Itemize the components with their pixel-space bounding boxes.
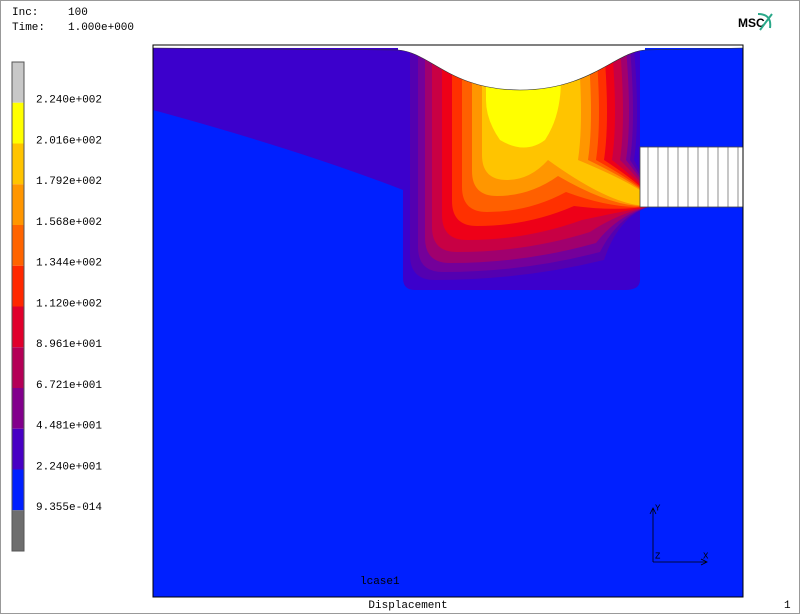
legend-swatch <box>12 388 24 429</box>
page-number: 1 <box>784 600 791 612</box>
legend-swatch <box>12 347 24 388</box>
legend-label: 2.240e+001 <box>36 461 102 473</box>
result-title: Displacement <box>368 600 447 612</box>
plot-frame <box>152 44 744 598</box>
logo: MSC <box>738 13 773 31</box>
legend: 2.240e+002 2.016e+002 1.792e+002 1.568e+002… <box>11 61 102 552</box>
legend-swatch <box>12 306 24 348</box>
legend-swatch <box>12 62 24 103</box>
deformed-boundary <box>398 44 645 90</box>
logo-text: MSC <box>738 16 765 30</box>
inc-value: 100 <box>68 7 88 19</box>
time-value: 1.000e+000 <box>68 22 134 34</box>
triad-y: Y <box>655 503 661 513</box>
triad-z: Z <box>655 551 661 561</box>
legend-border <box>11 61 25 552</box>
triad-axes <box>649 507 708 566</box>
legend-label: 8.961e+001 <box>36 339 102 351</box>
lcase-label: lcase1 <box>360 576 400 588</box>
legend-label: 2.240e+002 <box>36 95 102 107</box>
contact-strip <box>639 146 744 208</box>
triad-x: X <box>703 551 709 561</box>
legend-label: 9.355e-014 <box>36 502 102 514</box>
time-label: Time: <box>12 22 45 34</box>
legend-label: 1.568e+002 <box>36 217 102 229</box>
legend-swatch <box>12 469 24 511</box>
legend-label: 6.721e+001 <box>36 380 102 392</box>
legend-label: 2.016e+002 <box>36 135 102 147</box>
legend-label: 1.792e+002 <box>36 176 102 188</box>
legend-swatch <box>12 428 24 470</box>
legend-swatch <box>12 184 24 225</box>
legend-label: 1.344e+002 <box>36 258 102 270</box>
boundary-line <box>152 47 744 91</box>
legend-swatch <box>12 143 24 185</box>
legend-swatch <box>12 510 24 551</box>
legend-label: 1.120e+002 <box>36 298 102 310</box>
inc-label: Inc: <box>12 7 38 19</box>
axis-triad: Y X Z <box>649 503 709 566</box>
legend-swatch <box>12 225 24 266</box>
logo-mark <box>757 13 773 31</box>
legend-swatch <box>12 265 24 307</box>
legend-swatch <box>12 102 24 144</box>
plot-area <box>152 44 744 598</box>
legend-label: 4.481e+001 <box>36 421 102 433</box>
